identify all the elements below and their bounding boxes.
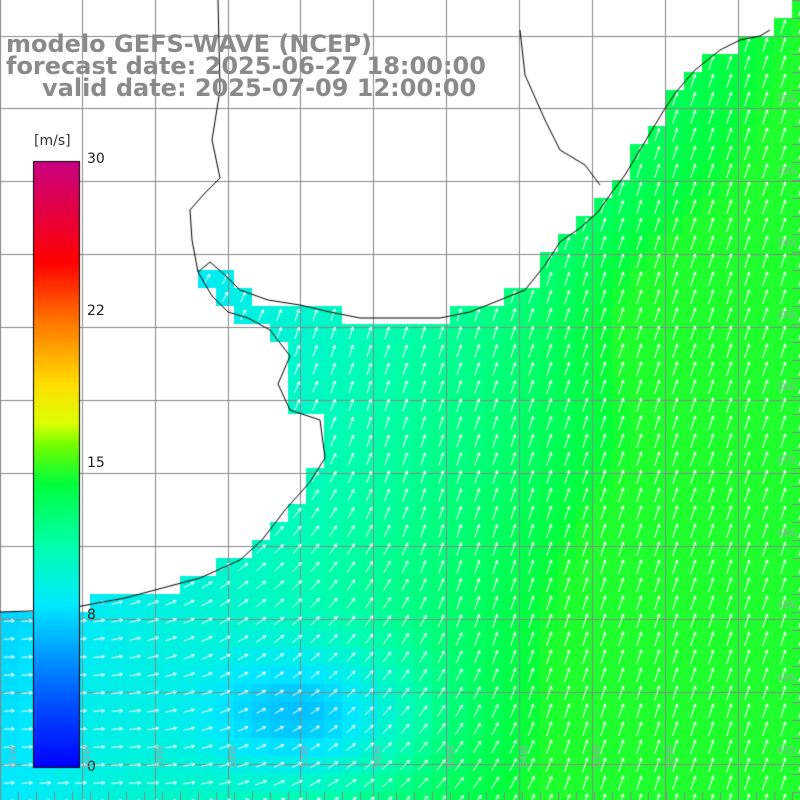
lon-label: 58W [228,745,239,768]
lon-label: 60W [82,745,93,768]
colorbar-tick-15: 15 [87,455,105,471]
model-title: modelo GEFS-WAVE (NCEP) [6,30,372,58]
lon-label: 57W [300,745,311,768]
lon-label: 56W [373,745,384,768]
lat-label: 41S [776,745,796,756]
colorbar-tick-22: 22 [87,303,105,319]
colorbar-tick-8: 8 [87,607,96,623]
lon-label: 54W [519,745,530,768]
lat-label: 39S [776,600,796,611]
colorbar-unit: [m/s] [34,133,71,149]
lon-label: 59W [155,745,166,768]
colorbar-tick-30: 30 [87,151,105,167]
valid-date: valid date: 2025-07-09 12:00:00 [42,74,477,102]
lat-label: 40S [776,673,796,684]
lat-label: 32S [776,94,796,105]
lat-label: 34S [776,238,796,249]
lat-label: 38S [776,528,796,539]
lat-label: 33S [776,166,796,177]
lon-label: 55W [446,745,457,768]
colorbar-tick-0: 0 [87,759,96,775]
lon-label: 52W [665,745,676,768]
lon-label: 53W [592,745,603,768]
lon-label: 61W [8,745,19,768]
forecast-date: forecast date: 2025-06-27 18:00:00 [6,52,486,80]
lat-label: 36S [776,382,796,393]
lat-label: 37S [776,455,796,466]
lat-label: 35S [776,310,796,321]
